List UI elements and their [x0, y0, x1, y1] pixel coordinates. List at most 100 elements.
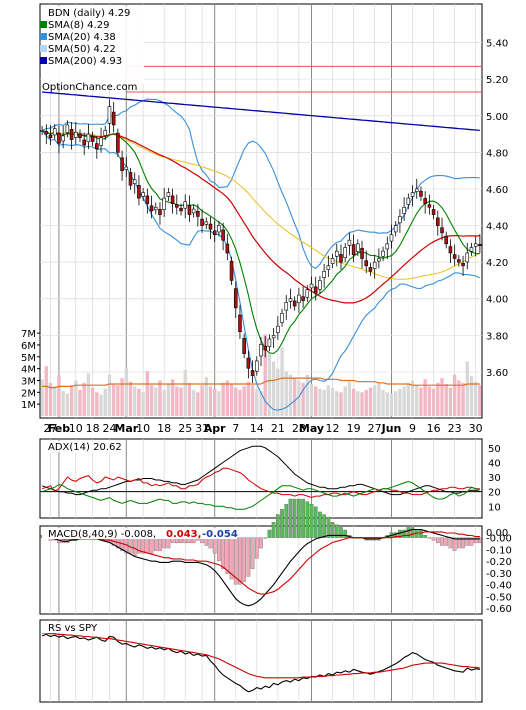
x-tick-label-8: 25 [178, 422, 192, 435]
price-y-tick-label-0: 5.40 [486, 39, 508, 50]
volume-bar-71 [339, 392, 343, 416]
macd-histogram-bar-97 [448, 537, 453, 549]
x-tick-label-11: 7 [232, 422, 239, 435]
volume-bar-32 [175, 386, 179, 416]
x-tick-label-20: 9 [409, 422, 416, 435]
x-tick-label-14: 28 [292, 422, 306, 435]
macd-histogram-bar-22 [132, 537, 137, 556]
macd-histogram-bar-58 [284, 504, 289, 538]
candle-body-28 [158, 209, 162, 215]
volume-bar-20 [124, 367, 128, 416]
volume-bar-65 [314, 386, 318, 416]
volume-bar-78 [368, 387, 373, 416]
volume-bar-14 [99, 394, 103, 416]
macd-histogram-bar-72 [343, 529, 348, 538]
candle-body-52 [259, 344, 263, 357]
candle-body-104 [478, 244, 482, 246]
x-tick-label-6: 10 [136, 422, 150, 435]
candle-body-50 [250, 370, 255, 376]
volume-bar-3 [53, 386, 57, 416]
volume-bar-81 [381, 389, 385, 416]
candle-body-27 [153, 206, 158, 211]
macd-histogram-bar-96 [444, 537, 449, 546]
volume-bar-10 [82, 382, 86, 416]
x-tick-label-17: 19 [347, 422, 361, 435]
volume-bar-31 [170, 379, 175, 416]
volume-bar-40 [208, 386, 213, 416]
price-y-tick-label-4: 4.60 [486, 185, 508, 196]
macd-y-tick-label-4: -0.30 [486, 569, 512, 580]
candle-body-95 [440, 227, 444, 234]
macd-histogram-bar-50 [250, 537, 255, 569]
volume-bar-98 [452, 374, 457, 416]
adx-y-tick-label-0: 50 [488, 444, 501, 455]
macd-histogram-bar-103 [473, 537, 478, 544]
candle-body-75 [356, 243, 360, 252]
volume-bar-61 [297, 380, 301, 416]
candle-body-79 [372, 261, 377, 269]
volume-bar-100 [461, 382, 465, 416]
x-tick-label-13: 21 [271, 422, 285, 435]
volume-tick-label-1: 6M [21, 341, 36, 352]
candle-body-74 [351, 244, 356, 256]
macd-histogram-bar-100 [461, 537, 465, 549]
volume-bar-24 [141, 392, 145, 416]
volume-bar-44 [225, 380, 230, 416]
candle-body-55 [271, 335, 276, 339]
volume-bar-66 [318, 388, 322, 416]
price-y-tick-label-2: 5.00 [486, 112, 508, 123]
macd-y-tick-label-6: -0.50 [486, 592, 512, 603]
macd-histogram-bar-57 [280, 509, 284, 538]
candle-body-45 [229, 260, 234, 281]
sma-200-line [42, 91, 480, 132]
volume-bar-33 [179, 387, 183, 416]
x-tick-label-4: 24 [102, 422, 116, 435]
x-tick-label-2: 10 [69, 422, 83, 435]
candle-body-97 [448, 246, 453, 254]
volume-bar-75 [356, 391, 360, 416]
volume-bar-62 [301, 382, 305, 416]
legend-label-0: SMA(8) 4.29 [48, 20, 109, 31]
macd-histogram-bar-25 [145, 537, 150, 554]
macd-histogram-bar-62 [301, 498, 305, 538]
volume-bar-97 [448, 387, 453, 416]
candle-body-67 [322, 270, 326, 278]
volume-bar-74 [351, 388, 356, 416]
price-y-tick-label-7: 4.00 [486, 295, 508, 306]
legend-label-3: SMA(200) 4.93 [48, 56, 122, 67]
macd-histogram-bar-60 [292, 498, 297, 538]
candle-body-30 [166, 192, 171, 197]
candle-body-89 [414, 188, 419, 192]
x-tick-label-9: 31 [195, 422, 209, 435]
macd-histogram-bar-71 [339, 527, 343, 538]
macd-histogram-bar-88 [410, 527, 415, 538]
legend-swatch-1 [40, 33, 47, 40]
volume-bar-92 [427, 386, 432, 416]
macd-histogram-bar-95 [440, 537, 444, 546]
candle-body-13 [95, 143, 99, 150]
price-y-tick-label-8: 3.80 [486, 331, 508, 342]
volume-bar-88 [410, 380, 415, 416]
candle-body-48 [242, 337, 246, 354]
candle-body-92 [427, 204, 432, 208]
candle-body-82 [385, 243, 390, 250]
x-tick-label-23: 30 [469, 422, 483, 435]
candle-body-69 [330, 258, 335, 264]
candle-body-25 [145, 195, 150, 204]
volume-bar-25 [145, 371, 150, 416]
candle-body-43 [221, 229, 225, 241]
macd-title-value-0: 0.043, [166, 529, 201, 540]
candle-body-9 [78, 133, 82, 139]
volume-bar-6 [65, 393, 70, 416]
x-tick-label-19: Jun [381, 422, 402, 435]
candle-body-3 [52, 128, 57, 136]
volume-bar-68 [326, 385, 331, 416]
adx-y-tick-label-1: 40 [488, 458, 501, 469]
volume-bar-59 [288, 374, 293, 416]
volume-bar-13 [95, 392, 99, 416]
volume-bar-49 [246, 381, 251, 416]
candle-body-23 [137, 185, 141, 199]
candle-body-66 [318, 280, 322, 290]
macd-title-value-1: -0.054 [202, 529, 238, 540]
candle-body-81 [381, 250, 385, 257]
